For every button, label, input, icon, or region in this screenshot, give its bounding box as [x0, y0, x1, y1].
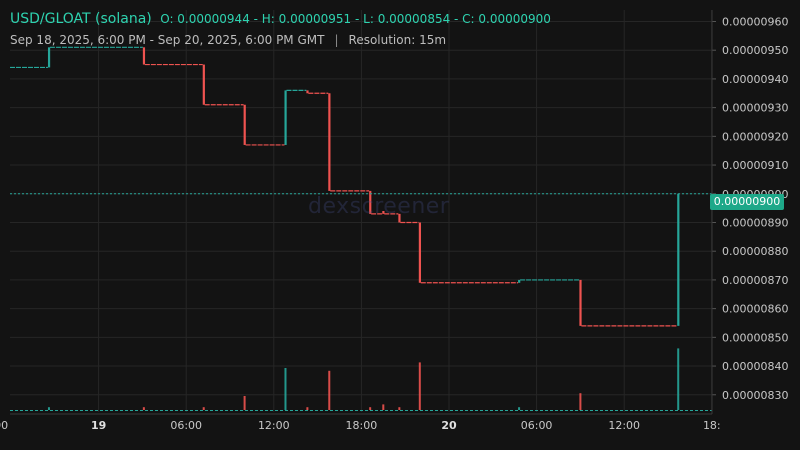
- y-tick-label: 0.00000870: [722, 274, 788, 287]
- volume-bar: [579, 393, 582, 410]
- x-tick-label: 18:00: [346, 419, 378, 432]
- candle-body: [398, 213, 401, 223]
- volume-bar: [243, 396, 246, 410]
- volume-bar: [328, 370, 331, 410]
- candle-body: [382, 211, 385, 214]
- x-tick-label: :00: [0, 419, 8, 432]
- x-tick-label: 12:00: [258, 419, 290, 432]
- candle-body: [328, 93, 331, 191]
- x-tick-label: 12:00: [608, 419, 640, 432]
- y-tick-label: 0.00000930: [722, 102, 788, 115]
- volume-bar: [518, 407, 521, 410]
- separator: |: [334, 33, 339, 47]
- candle-body: [306, 90, 309, 94]
- volume-bar: [142, 407, 145, 410]
- y-axis: 0.00000960 0.00000950 0.00000940 0.00000930…: [711, 10, 788, 414]
- candle-body: [47, 47, 51, 68]
- volume-bar: [306, 407, 309, 410]
- x-tick-label: 19: [91, 419, 106, 432]
- volume-bar: [382, 404, 385, 410]
- chart-header: USD/GLOAT (solana) O: 0.00000944 - H: 0.…: [10, 11, 551, 27]
- volume-bar: [369, 407, 372, 410]
- watermark: dexscreener: [308, 194, 450, 219]
- candle-body: [518, 279, 521, 283]
- candle-body: [142, 47, 146, 65]
- y-tick-label: 0.00000960: [722, 15, 788, 28]
- y-tick-label: 0.00000860: [722, 303, 788, 316]
- volume-bars: [10, 348, 712, 411]
- volume-bar: [202, 407, 205, 410]
- y-tick-label: 0.00000850: [722, 331, 788, 344]
- candle-body: [579, 279, 582, 326]
- x-axis: :00 19 06:00 12:00 18:00 20 06:00 12:00 18:: [0, 413, 721, 432]
- current-price-badge: 0.00000900: [710, 194, 784, 210]
- candles: [10, 46, 680, 327]
- y-tick-label: 0.00000910: [722, 159, 788, 172]
- volume-bar: [284, 368, 287, 410]
- candle-body: [243, 104, 246, 145]
- volume-bar: [398, 407, 401, 410]
- x-tick-label: 20: [441, 419, 457, 432]
- y-tick-label: 0.00000840: [722, 360, 788, 373]
- x-tick-label: 06:00: [170, 419, 202, 432]
- volume-bar: [47, 407, 50, 410]
- y-tick-label: 0.00000920: [722, 130, 788, 143]
- chart-subtitle: Sep 18, 2025, 6:00 PM - Sep 20, 2025, 6:…: [10, 33, 446, 47]
- volume-bar: [418, 362, 421, 410]
- x-tick-label: 18:: [703, 419, 721, 432]
- candle-body: [369, 190, 372, 214]
- y-tick-label: 0.00000940: [722, 73, 788, 86]
- candle-body: [418, 222, 421, 283]
- y-tick-label: 0.00000890: [722, 216, 788, 229]
- candle-body: [677, 193, 680, 326]
- date-range: Sep 18, 2025, 6:00 PM - Sep 20, 2025, 6:…: [10, 33, 325, 47]
- y-tick-label: 0.00000880: [722, 245, 788, 258]
- y-tick-label: 0.00000950: [722, 44, 788, 57]
- pair-title[interactable]: USD/GLOAT (solana): [10, 11, 152, 27]
- resolution[interactable]: Resolution: 15m: [348, 33, 447, 47]
- candle-body: [284, 90, 287, 145]
- y-tick-label: 0.00000830: [722, 389, 788, 402]
- candle-body: [202, 64, 205, 105]
- x-tick-label: 06:00: [521, 419, 553, 432]
- volume-bar: [677, 348, 680, 410]
- ohlc-readout: O: 0.00000944 - H: 0.00000951 - L: 0.000…: [160, 12, 551, 26]
